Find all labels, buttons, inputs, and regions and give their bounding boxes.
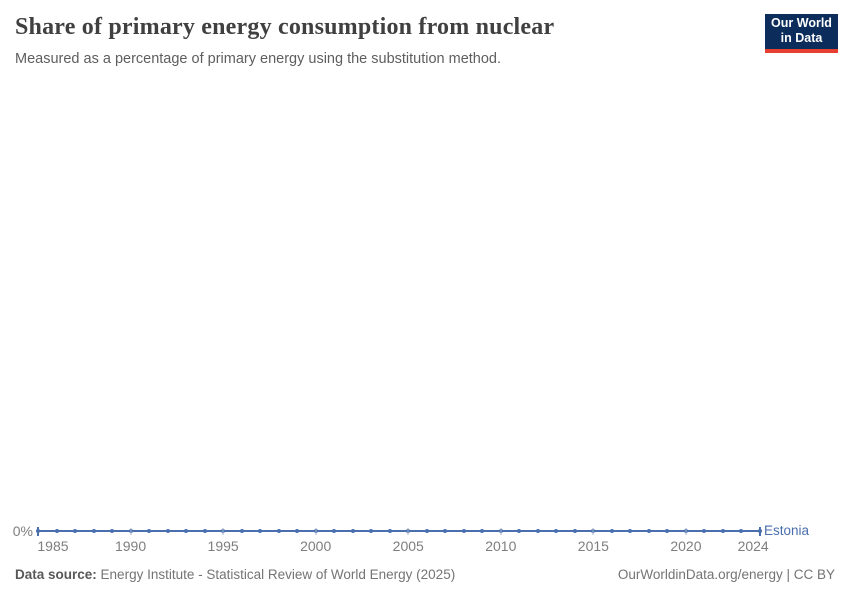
data-point-marker[interactable] — [91, 529, 96, 533]
data-point-marker[interactable] — [572, 529, 577, 533]
axis-tick-mark — [500, 527, 502, 535]
chart-subtitle: Measured as a percentage of primary ener… — [15, 51, 502, 67]
y-axis-zero-label: 0% — [12, 523, 33, 539]
data-point-marker[interactable] — [184, 529, 189, 533]
owid-logo-line1: Our World — [771, 16, 832, 30]
owid-logo-line2: in Data — [780, 31, 823, 45]
data-point-marker[interactable] — [110, 529, 115, 533]
data-point-marker[interactable] — [554, 529, 559, 533]
data-point-marker[interactable] — [332, 529, 337, 533]
axis-end-cap — [759, 526, 761, 536]
data-point-marker[interactable] — [54, 529, 59, 533]
data-source-text: Energy Institute - Statistical Review of… — [100, 567, 456, 582]
owid-logo[interactable]: Our World in Data — [765, 14, 838, 53]
x-axis-tick-label: 1995 — [207, 538, 239, 554]
x-axis-tick-label: 2024 — [737, 538, 769, 554]
data-source-label: Data source: — [15, 567, 97, 582]
data-point-marker[interactable] — [646, 529, 651, 533]
data-point-marker[interactable] — [665, 529, 670, 533]
data-source-note: Data source: Energy Institute - Statisti… — [15, 567, 455, 582]
axis-tick-mark — [407, 527, 409, 535]
data-point-marker[interactable] — [461, 529, 466, 533]
x-axis-tick-label: 2000 — [300, 538, 332, 554]
axis-tick-mark — [592, 527, 594, 535]
page-title: Share of primary energy consumption from… — [15, 14, 555, 40]
axis-tick-mark — [222, 527, 224, 535]
x-axis-tick-label: 2020 — [670, 538, 702, 554]
data-point-marker[interactable] — [702, 529, 707, 533]
x-axis-tick-label: 1990 — [114, 538, 147, 554]
data-point-marker[interactable] — [424, 529, 429, 533]
data-point-marker[interactable] — [147, 529, 152, 533]
x-axis-line[interactable] — [36, 526, 762, 536]
data-point-marker[interactable] — [258, 529, 263, 533]
data-point-marker[interactable] — [535, 529, 540, 533]
data-point-marker[interactable] — [720, 529, 725, 533]
data-point-marker[interactable] — [628, 529, 633, 533]
data-point-marker[interactable] — [202, 529, 207, 533]
axis-end-cap — [37, 526, 39, 536]
data-point-marker[interactable] — [517, 529, 522, 533]
data-point-marker[interactable] — [239, 529, 244, 533]
data-point-marker[interactable] — [276, 529, 281, 533]
data-point-marker[interactable] — [480, 529, 485, 533]
data-point-marker[interactable] — [387, 529, 392, 533]
chart-footer: Data source: Energy Institute - Statisti… — [15, 567, 835, 582]
data-point-marker[interactable] — [350, 529, 355, 533]
data-point-marker[interactable] — [739, 529, 744, 533]
x-axis-tick-label: 1985 — [37, 538, 69, 554]
credit-link[interactable]: OurWorldinData.org/energy | CC BY — [617, 567, 835, 582]
data-point-marker[interactable] — [443, 529, 448, 533]
data-point-marker[interactable] — [165, 529, 170, 533]
data-point-marker[interactable] — [295, 529, 300, 533]
axis-tick-mark — [685, 527, 687, 535]
series-label-estonia: Estonia — [764, 523, 810, 538]
data-point-marker[interactable] — [609, 529, 614, 533]
x-axis-tick-labels: 1985 1990 1995 2000 2005 2010 2015 2020 2024 — [37, 538, 768, 555]
x-axis-tick-label: 2005 — [392, 538, 424, 554]
data-point-marker[interactable] — [73, 529, 78, 533]
data-point-marker[interactable] — [369, 529, 374, 533]
x-axis-tick-label: 2015 — [577, 538, 609, 554]
axis-tick-mark — [315, 527, 317, 535]
x-axis-tick-label: 2010 — [485, 538, 517, 554]
axis-tick-mark — [130, 527, 132, 535]
